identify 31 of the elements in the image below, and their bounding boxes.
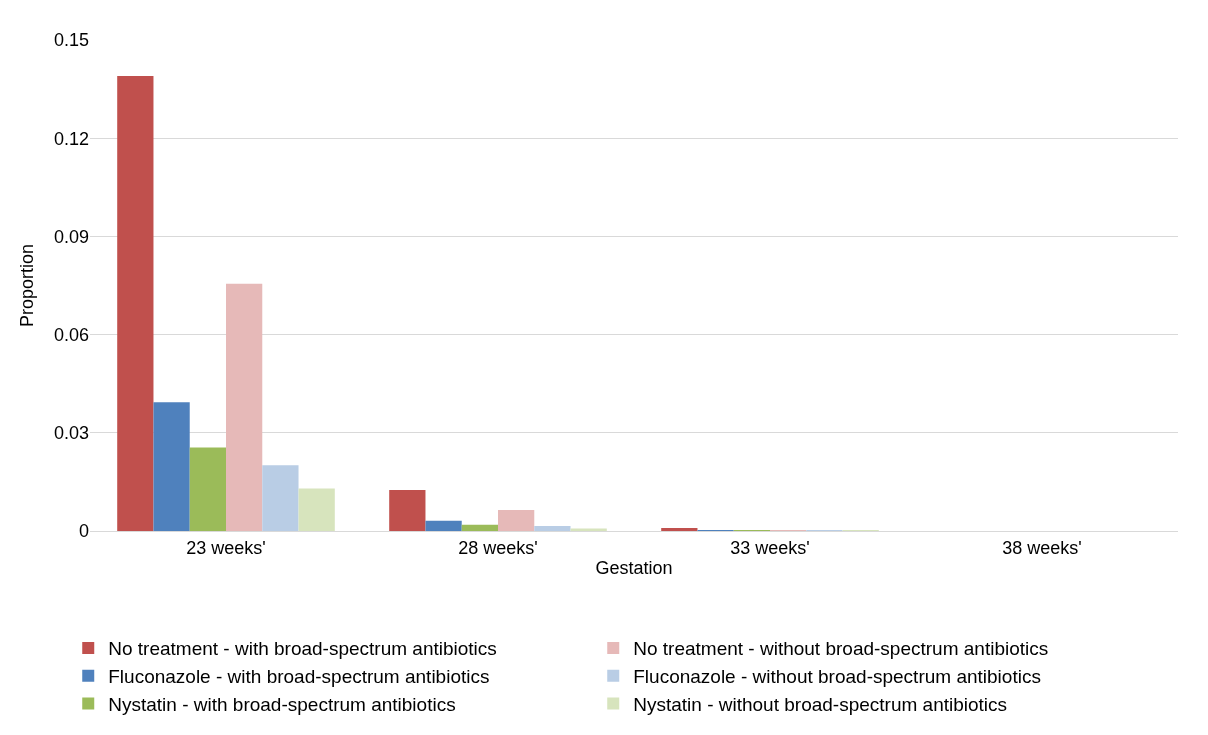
x-tick-label: 28 weeks' bbox=[458, 537, 538, 558]
y-tick-label: 0.03 bbox=[53, 423, 89, 444]
bar bbox=[189, 447, 226, 531]
legend-label: Fluconazole - without broad-spectrum antibiotics bbox=[633, 666, 1041, 688]
y-tick-label: 0.15 bbox=[53, 30, 89, 51]
bar bbox=[534, 526, 571, 531]
bar bbox=[117, 76, 154, 531]
bar bbox=[661, 528, 698, 531]
legend-label: No treatment - without broad-spectrum antibiotics bbox=[633, 638, 1049, 660]
bar bbox=[298, 488, 335, 531]
bar bbox=[262, 465, 299, 531]
y-tick-label: 0 bbox=[78, 521, 89, 542]
x-tick-label: 38 weeks' bbox=[1002, 537, 1082, 558]
legend-label: Nystatin - without broad-spectrum antibiotics bbox=[633, 693, 1008, 715]
legend-label: Nystatin - with broad-spectrum antibiotics bbox=[108, 693, 456, 715]
x-tick-label: 23 weeks' bbox=[186, 537, 266, 558]
x-tick-label: 33 weeks' bbox=[730, 537, 810, 558]
y-axis-title: Proportion bbox=[17, 243, 38, 328]
legend-label: No treatment - with broad-spectrum antibiotics bbox=[108, 638, 497, 660]
y-tick-label: 0.12 bbox=[53, 128, 89, 149]
y-tick-label: 0.09 bbox=[53, 226, 89, 247]
bar bbox=[498, 510, 535, 531]
legend-label: Fluconazole - with broad-spectrum antibiotics bbox=[108, 666, 490, 688]
y-tick-label: 0.06 bbox=[53, 324, 89, 345]
bar bbox=[153, 402, 190, 531]
bar bbox=[425, 520, 462, 531]
x-axis-title: Gestation bbox=[595, 557, 673, 578]
bar bbox=[389, 490, 426, 531]
bar bbox=[461, 524, 498, 531]
bar bbox=[226, 283, 263, 531]
bar bbox=[570, 528, 607, 531]
